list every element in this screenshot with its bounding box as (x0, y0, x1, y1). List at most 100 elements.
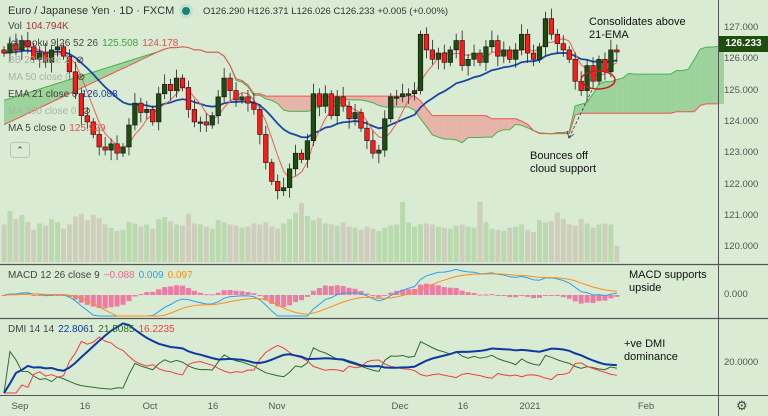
volume-bar (465, 226, 471, 262)
macd-histogram-bar (78, 295, 84, 303)
cloud-segment (27, 90, 34, 114)
volume-bar (269, 226, 275, 262)
collapse-legend-button[interactable]: ⌃ (10, 142, 30, 158)
candle-body (84, 115, 90, 123)
macd-histogram-bar (275, 295, 281, 307)
cloud-segment (610, 79, 617, 114)
cloud-segment (515, 118, 522, 126)
volume-bar (126, 221, 132, 262)
candle-body (126, 124, 132, 148)
legend-volume[interactable]: Vol 104.794K (8, 21, 73, 32)
cloud-segment (587, 93, 594, 114)
macd-histogram-bar (447, 287, 453, 295)
legend-value: 0.009 (138, 270, 164, 281)
volume-bar (584, 223, 590, 262)
cloud-segment (33, 89, 40, 111)
eye-off-icon[interactable]: ⊘ (76, 72, 86, 83)
eye-off-icon[interactable]: ⊘ (75, 55, 85, 66)
macd-histogram-bar (531, 295, 537, 299)
market-status-icon (182, 7, 190, 15)
candle-body (370, 140, 376, 154)
price-axis-label: 127.000 (724, 22, 759, 33)
eye-off-icon[interactable]: ⊘ (82, 106, 91, 117)
volume-bar (406, 222, 412, 262)
legend-ema21[interactable]: EMA 21 close 0 126.088 (8, 89, 122, 100)
candle-body (495, 40, 501, 57)
current-price-label: 126.233 (719, 36, 768, 52)
volume-bar (602, 223, 608, 262)
symbol-title[interactable]: Euro / Japanese Yen · 1D · FXCM (8, 5, 175, 17)
candle-body (394, 96, 400, 99)
candle-body (13, 43, 19, 51)
volume-bar (566, 224, 572, 262)
volume-bar (144, 224, 150, 262)
cloud-segment (450, 115, 457, 140)
macd-histogram-bar (156, 289, 162, 295)
candle-body (257, 109, 263, 135)
volume-bar (61, 228, 66, 262)
annotation-bounces: Bounces off cloud support (530, 150, 597, 175)
macd-histogram-bar (215, 292, 221, 295)
volume-bar (96, 218, 102, 262)
candle-body (90, 121, 96, 135)
arrow-line (568, 89, 593, 139)
cloud-segment (700, 47, 707, 106)
candles (1, 8, 620, 200)
volume-bar (174, 224, 180, 262)
candle-body (501, 49, 507, 57)
volume-bar (150, 228, 156, 262)
settings-gear-icon[interactable]: ⚙ (736, 398, 748, 413)
cloud-segment (706, 47, 713, 104)
cloud-segment (396, 96, 403, 108)
macd-histogram-bar (590, 295, 596, 303)
cloud-segment (676, 70, 683, 112)
legend-label: Vol (8, 21, 22, 32)
legend-ichimoku[interactable]: Ichimoku 9 26 52 26 125.508 124.178 (8, 38, 182, 49)
candle-body (162, 84, 168, 95)
candle-body (215, 96, 221, 116)
cloud-segment (432, 115, 439, 138)
legend-dmi[interactable]: DMI 14 14 22.8061 21.5085 16.2235 (8, 324, 179, 335)
volume-bar (263, 222, 269, 262)
cloud-segment (349, 96, 356, 100)
macd-histogram-bar (233, 290, 239, 295)
volume-bar (108, 227, 114, 262)
macd-histogram-bar (572, 295, 578, 302)
candle-body (352, 112, 358, 120)
legend-ma200[interactable]: MA 200 close 0 ⊘ (8, 106, 95, 117)
macd-histogram-bar (501, 295, 507, 296)
cloud-segment (497, 118, 504, 132)
legend-bb[interactable]: BB 20 close 2 ⊘ (8, 55, 88, 66)
cloud-segment (295, 96, 302, 112)
volume-bar (525, 229, 531, 262)
volume-bar (507, 227, 513, 262)
macd-axis-label: 0.000 (724, 289, 748, 300)
candle-body (453, 40, 459, 51)
legend-ma5[interactable]: MA 5 close 0 125.929 (8, 123, 109, 134)
candle-body (530, 52, 537, 60)
volume-bar (7, 211, 13, 262)
volume-bar (90, 214, 96, 262)
volume-bar (31, 229, 37, 262)
macd-histogram-bar (328, 286, 334, 295)
macd-histogram-bar (191, 290, 197, 295)
cloud-segment (616, 78, 623, 114)
legend-value: −0.088 (103, 270, 135, 281)
volume-bar (55, 222, 61, 262)
volume-bar (168, 221, 174, 262)
cloud-segment (593, 83, 599, 114)
volume-bar (435, 226, 441, 262)
legend-ma50[interactable]: MA 50 close 0 ⊘ (8, 72, 89, 83)
volume-bar (560, 219, 566, 262)
volume-bar (84, 220, 90, 262)
candle-body (25, 40, 31, 48)
low-value: L126.026 (291, 6, 331, 17)
candle-body (322, 93, 328, 107)
candle-body (417, 33, 424, 91)
legend-macd[interactable]: MACD 12 26 close 9 −0.088 0.009 0.097 (8, 270, 197, 281)
macd-histogram-bar (37, 295, 43, 296)
macd-histogram-bar (102, 295, 108, 309)
candle-body (275, 181, 281, 192)
macd-histogram-bar (257, 295, 263, 297)
